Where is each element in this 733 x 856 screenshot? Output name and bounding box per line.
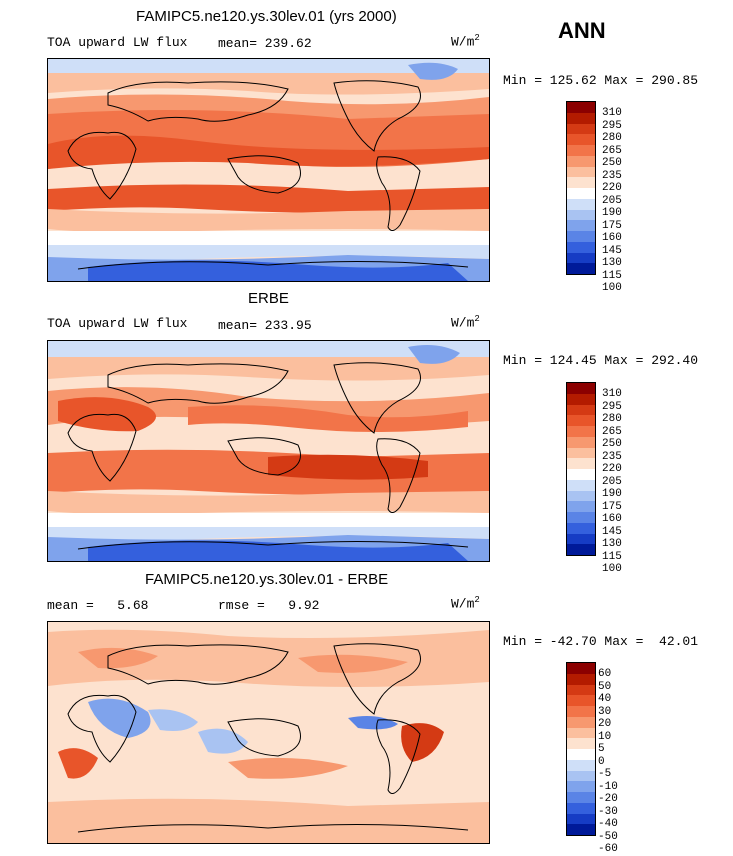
panel2-mean-label: mean= 233.95 [218,318,312,333]
panel1-variable-label: TOA upward LW flux [47,35,188,50]
panel3-colorbar [566,662,596,836]
panel2-variable-label: TOA upward LW flux [47,316,188,331]
panel2-minmax: Min = 124.45 Max = 292.40 [503,353,699,368]
panel1-map [47,58,490,282]
panel3-colorbar-labels: 60 50 40 30 20 10 5 0 -5 -10 -20 -30 -40 -50 -60 [598,668,618,855]
panel3-map [47,621,490,844]
panel3-mean-label: mean = 5.68 [47,598,149,613]
panel1-mean-label: mean= 239.62 [218,36,312,51]
panel1-minmax: Min = 125.62 Max = 290.85 [503,73,699,88]
panel3-title: FAMIPC5.ne120.ys.30lev.01 - ERBE [145,571,389,588]
panel1-colorbar [566,101,596,275]
panel1-map-svg [48,59,489,281]
panel2-colorbar-labels: 310 295 280 265 250 235 220 205 190 175 160 145 13… [602,388,622,575]
panel1-units: W/m2 [451,33,480,50]
panel3-rmse-label: rmse = 9.92 [218,598,320,613]
season-label: ANN [558,18,606,43]
panel2-map [47,340,490,562]
panel2-map-svg [48,341,489,561]
panel3-units: W/m2 [451,595,480,612]
panel1-title: FAMIPC5.ne120.ys.30lev.01 (yrs 2000) [136,8,397,25]
panel2-colorbar [566,382,596,556]
panel2-units: W/m2 [451,314,480,331]
panel2-title: ERBE [248,290,289,307]
panel3-minmax: Min = -42.70 Max = 42.01 [503,634,699,649]
panel3-map-svg [48,622,489,843]
panel1-colorbar-labels: 310 295 280 265 250 235 220 205 190 175 160 145 13… [602,107,622,294]
